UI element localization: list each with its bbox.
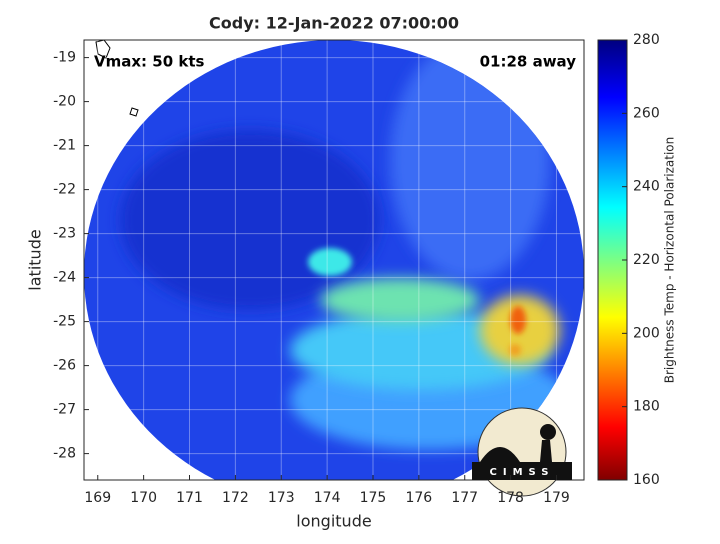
logo: CIMSS [472, 407, 572, 497]
colorbar-tick-label: 220 [633, 252, 660, 268]
colorbar-label: Brightness Temp - Horizontal Polarizatio… [663, 137, 677, 384]
x-tick-label: 171 [176, 490, 203, 506]
x-tick-label: 172 [222, 490, 249, 506]
y-axis-label: latitude [26, 229, 45, 290]
axes-box [83, 39, 585, 481]
y-tick-label: -19 [53, 50, 76, 66]
y-tick-label: -22 [53, 182, 76, 198]
y-tick-label: -25 [53, 314, 76, 330]
x-tick-label: 178 [497, 490, 524, 506]
y-tick-label: -21 [53, 138, 76, 154]
x-tick-label: 176 [405, 490, 432, 506]
colorbar-tick-label: 180 [633, 399, 660, 415]
colorbar-tick-label: 260 [633, 105, 660, 121]
x-tick-label: 179 [543, 490, 570, 506]
annotation: Vmax: 50 kts [94, 53, 204, 71]
x-tick-label: 173 [268, 490, 295, 506]
x-tick-label: 169 [84, 490, 111, 506]
x-tick-label: 177 [451, 490, 478, 506]
y-tick-label: -26 [53, 358, 76, 374]
y-tick-label: -27 [53, 402, 76, 418]
x-axis-label: longitude [296, 512, 371, 531]
colorbar-tick-label: 280 [633, 32, 660, 48]
y-tick-label: -20 [53, 94, 76, 110]
annotation: 01:28 away [480, 53, 577, 71]
grid [84, 40, 584, 480]
colorbar-tick-label: 240 [633, 179, 660, 195]
y-tick-label: -23 [53, 226, 76, 242]
y-tick-label: -28 [53, 446, 76, 462]
x-tick-label: 174 [314, 490, 341, 506]
x-tick-label: 170 [130, 490, 157, 506]
imagery [84, 40, 584, 480]
logo-text: CIMSS [490, 467, 555, 478]
x-tick-label: 175 [360, 490, 387, 506]
colorbar-tick-label: 160 [633, 472, 660, 488]
chart-title: Cody: 12-Jan-2022 07:00:00 [209, 14, 459, 33]
colorbar-tick-label: 200 [633, 325, 660, 341]
y-tick-label: -24 [53, 270, 76, 286]
